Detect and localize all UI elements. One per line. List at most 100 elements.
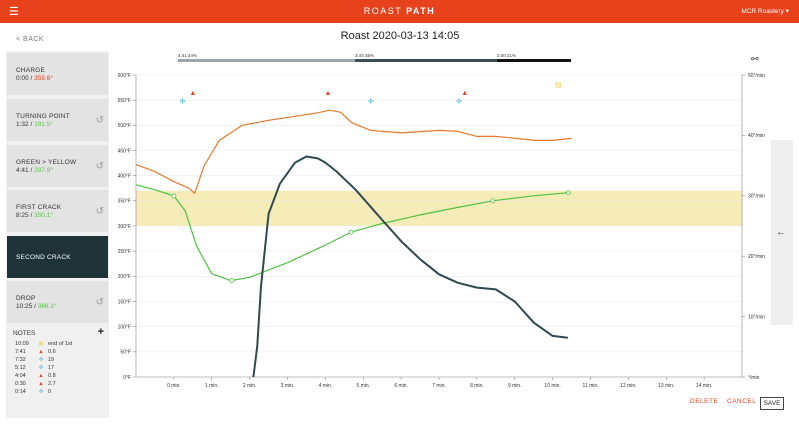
event-label: GREEN > YELLOW <box>16 159 77 166</box>
event-label: SECOND CRACK <box>16 254 71 261</box>
x-tick-label: 3 min. <box>281 383 295 389</box>
y-tick-label: 250°F <box>118 249 131 255</box>
reset-icon[interactable]: ↺ <box>95 206 104 217</box>
rate-of-rise-line <box>252 155 568 378</box>
event-value: 10:25 / 366.1° <box>16 303 57 310</box>
x-tick-label: 9 min. <box>508 383 522 389</box>
fan-icon: ✢ <box>38 365 44 371</box>
y-tick-label: 550°F <box>118 98 131 104</box>
fire-icon: ▲ <box>189 90 196 97</box>
event-card-first-crack[interactable]: FIRST CRACK 8:25 / 350.1° ↺ <box>7 190 108 232</box>
y-right-tick-label: °/min <box>748 375 760 381</box>
x-tick-label: 0 min. <box>167 383 181 389</box>
note-icon: ▤ <box>555 82 562 89</box>
x-tick-label: 5 min. <box>356 383 370 389</box>
event-marker <box>229 278 235 284</box>
fan-icon: ✢ <box>38 389 44 395</box>
y-right-tick-label: 40°/min <box>748 133 765 139</box>
event-label: FIRST CRACK <box>16 204 62 211</box>
event-value: 0:00 / 359.6° <box>16 75 53 82</box>
reset-icon[interactable]: ↺ <box>95 115 104 126</box>
x-tick-label: 11 min. <box>582 383 598 389</box>
user-menu[interactable]: MCR Roastery ▾ <box>741 8 789 15</box>
event-value: 4:41 / 287.9° <box>16 167 53 174</box>
arrow-left-icon: ← <box>776 227 786 238</box>
right-panel-toggle[interactable]: ← <box>771 140 793 325</box>
y-right-tick-label: 50°/min <box>748 73 765 79</box>
fan-icon: ✢ <box>38 357 44 363</box>
brand-logo: ROAST PATH <box>363 6 436 16</box>
x-tick-label: 14 min. <box>696 383 712 389</box>
event-marker <box>490 198 496 204</box>
fire-icon: ▲ <box>38 349 44 355</box>
event-label: CHARGE <box>16 67 46 74</box>
fire-icon: ▲ <box>461 90 468 97</box>
reset-icon[interactable]: ↺ <box>95 161 104 172</box>
x-tick-label: 8 min. <box>470 383 484 389</box>
phase-label: 2:00 21% <box>497 53 516 58</box>
fan-icon: ✢ <box>180 98 186 106</box>
environment-temperature-line <box>135 109 572 194</box>
x-tick-label: 7 min. <box>432 383 446 389</box>
notes-panel: NOTES + 10:09 ▤ end of 1st 7:41 ▲ 0.6 7:32 ✢ 1… <box>13 326 104 395</box>
y-tick-label: 100°F <box>118 324 131 330</box>
y-tick-label: 600°F <box>118 73 131 79</box>
phase-bar <box>497 59 571 62</box>
top-bar: ☰ ROAST PATH MCR Roastery ▾ <box>0 0 799 23</box>
x-tick-label: 4 min. <box>319 383 333 389</box>
x-tick-label: 2 min. <box>243 383 257 389</box>
delete-button[interactable]: DELETE <box>690 398 719 405</box>
event-card-turning-point[interactable]: TURNING POINT 1:32 / 191.5° ↺ <box>7 99 108 141</box>
fire-icon: ▲ <box>325 90 332 97</box>
fire-icon: ▲ <box>38 373 44 379</box>
event-marker <box>348 229 354 235</box>
x-tick-label: 10 min. <box>544 383 560 389</box>
phase-label: 4:41 44% <box>178 53 197 58</box>
y-right-tick-label: 10°/min <box>748 314 765 320</box>
hamburger-icon[interactable]: ☰ <box>9 6 19 18</box>
y-tick-label: 450°F <box>118 148 131 154</box>
event-value: 8:25 / 350.1° <box>16 212 53 219</box>
event-card-charge[interactable]: CHARGE 0:00 / 359.6° <box>7 53 108 95</box>
note-icon: ▤ <box>38 341 44 347</box>
y-tick-label: 300°F <box>118 224 131 230</box>
back-link[interactable]: < BACK <box>16 36 45 43</box>
event-marker <box>171 193 177 199</box>
event-card-second-crack[interactable]: SECOND CRACK <box>7 236 108 278</box>
x-tick-label: 12 min. <box>620 383 636 389</box>
y-right-tick-label: 20°/min <box>748 254 765 260</box>
plus-icon[interactable]: + <box>97 326 104 338</box>
event-marker <box>566 190 571 196</box>
y-tick-label: 400°F <box>118 173 131 179</box>
notes-header: NOTES <box>13 330 36 337</box>
binoculars-icon[interactable]: ⚯ <box>751 54 759 64</box>
y-tick-label: 150°F <box>118 299 131 305</box>
x-tick-label: 1 min. <box>205 383 219 389</box>
cancel-button[interactable]: CANCEL <box>727 398 757 405</box>
phase-bar <box>355 59 497 62</box>
event-value: 1:32 / 191.5° <box>16 121 53 128</box>
event-card-green-yellow[interactable]: GREEN > YELLOW 4:41 / 287.9° ↺ <box>7 145 108 187</box>
event-label: TURNING POINT <box>16 113 70 120</box>
save-button[interactable]: SAVE <box>760 397 784 410</box>
event-card-drop[interactable]: DROP 10:25 / 366.1° ↺ <box>7 281 108 323</box>
development-band <box>136 190 742 226</box>
x-tick-label: 6 min. <box>394 383 408 389</box>
fan-icon: ✢ <box>456 98 462 106</box>
page-title: Roast 2020-03-13 14:05 <box>340 30 460 42</box>
reset-icon[interactable]: ↺ <box>95 297 104 308</box>
phase-bar <box>178 59 355 62</box>
y-tick-label: 50°F <box>120 350 131 356</box>
x-tick-label: 13 min. <box>658 383 674 389</box>
y-tick-label: 0°F <box>123 375 131 381</box>
fire-icon: ▲ <box>38 381 44 387</box>
phase-label: 3:44 35% <box>355 53 374 58</box>
y-tick-label: 350°F <box>118 199 131 205</box>
event-label: DROP <box>16 295 36 302</box>
y-tick-label: 500°F <box>118 123 131 129</box>
y-right-tick-label: 30°/min <box>748 194 765 200</box>
bean-temperature-line <box>135 184 569 282</box>
fan-icon: ✢ <box>368 98 374 106</box>
y-tick-label: 200°F <box>118 274 131 280</box>
